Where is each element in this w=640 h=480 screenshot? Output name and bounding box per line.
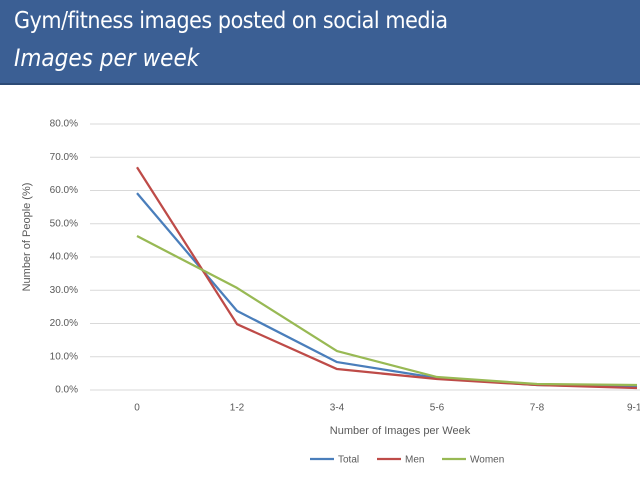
x-tick-label: 9-10 <box>627 403 640 414</box>
legend-label: Total <box>338 455 359 466</box>
y-tick-label: 70.0% <box>50 152 78 163</box>
chart-title: Gym/fitness images posted on social medi… <box>14 8 448 34</box>
x-tick-label: 0 <box>134 403 140 414</box>
y-tick-label: 40.0% <box>50 252 78 263</box>
x-tick-label: 7-8 <box>530 403 545 414</box>
y-tick-label: 50.0% <box>50 218 78 229</box>
y-axis-title: Number of People (%) <box>21 183 33 292</box>
chart-subtitle: Images per week <box>14 44 200 72</box>
y-tick-label: 10.0% <box>50 351 78 362</box>
x-tick-label: 3-4 <box>330 403 345 414</box>
x-tick-label: 1-2 <box>230 403 245 414</box>
header-banner: Gym/fitness images posted on social medi… <box>0 0 640 85</box>
y-tick-label: 30.0% <box>50 285 78 296</box>
y-tick-label: 0.0% <box>55 385 78 396</box>
y-tick-label: 80.0% <box>50 119 78 130</box>
y-tick-label: 20.0% <box>50 318 78 329</box>
x-tick-label: 5-6 <box>430 403 445 414</box>
series-line <box>136 235 638 387</box>
legend-label: Men <box>405 455 424 466</box>
legend-label: Women <box>470 455 504 466</box>
series-line <box>136 166 638 390</box>
x-axis-title: Number of Images per Week <box>330 425 471 437</box>
y-tick-label: 60.0% <box>50 185 78 196</box>
